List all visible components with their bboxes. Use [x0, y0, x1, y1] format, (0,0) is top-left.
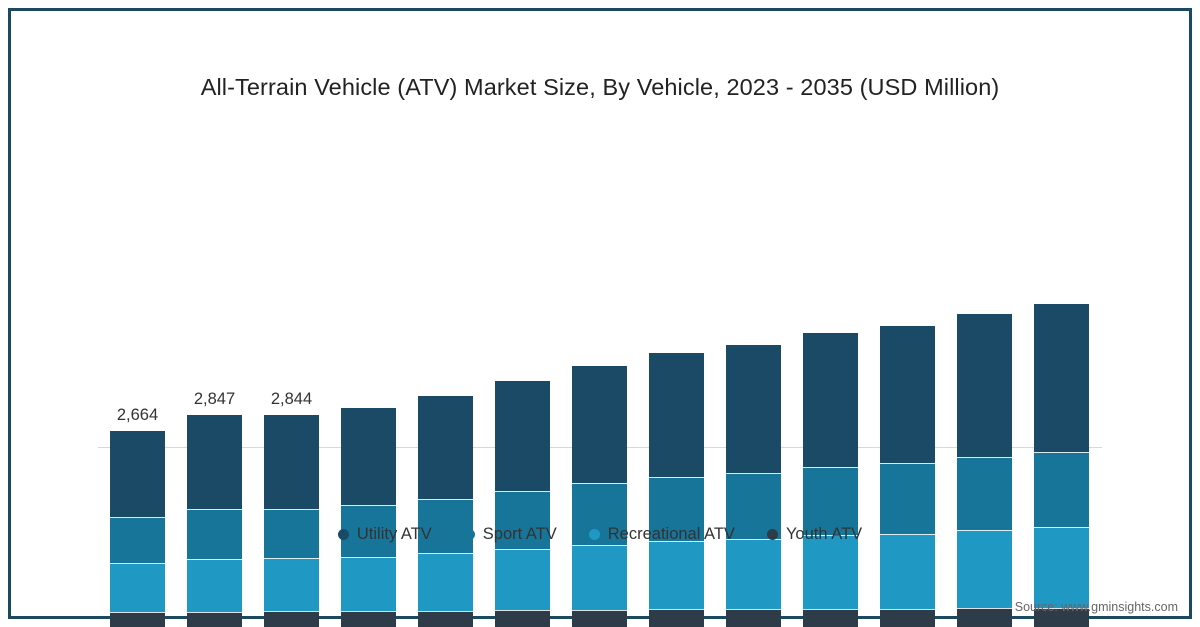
stacked-bar[interactable] — [803, 333, 858, 627]
bar-group[interactable]: 2035 — [1034, 180, 1089, 627]
legend-swatch-icon — [588, 529, 600, 540]
bar-segment-youth-atv[interactable] — [1034, 607, 1089, 627]
legend-item-utility-atv[interactable]: Utility ATV — [337, 525, 432, 544]
stacked-bar[interactable] — [1034, 304, 1089, 627]
bar-segment-recreational-atv[interactable] — [418, 553, 473, 611]
bar-segment-youth-atv[interactable] — [110, 612, 165, 627]
stacked-bar[interactable] — [341, 408, 396, 627]
bar-segment-youth-atv[interactable] — [264, 611, 319, 627]
legend-label: Sport ATV — [482, 525, 557, 543]
legend-item-sport-atv[interactable]: Sport ATV — [463, 525, 557, 544]
legend-item-youth-atv[interactable]: Youth ATV — [766, 525, 863, 544]
bar-segment-youth-atv[interactable] — [341, 611, 396, 627]
stacked-bar[interactable] — [187, 415, 242, 627]
bar-segment-utility-atv[interactable] — [264, 415, 319, 509]
bar-segment-recreational-atv[interactable] — [803, 535, 858, 609]
legend-swatch-icon — [337, 529, 349, 540]
bar-segment-recreational-atv[interactable] — [726, 538, 781, 610]
stacked-bar[interactable] — [572, 366, 627, 627]
bar-segment-recreational-atv[interactable] — [572, 544, 627, 610]
bar-segment-youth-atv[interactable] — [880, 608, 935, 627]
stacked-bar[interactable] — [418, 396, 473, 627]
bar-value-label: 2,847 — [193, 390, 236, 408]
bar-segment-sport-atv[interactable] — [418, 498, 473, 553]
bar-segment-youth-atv[interactable] — [726, 609, 781, 627]
bar-segment-recreational-atv[interactable] — [495, 548, 550, 611]
legend-label: Utility ATV — [356, 525, 432, 543]
bar-segment-utility-atv[interactable] — [803, 333, 858, 467]
bar-group[interactable]: 2033 — [880, 180, 935, 627]
bar-segment-youth-atv[interactable] — [803, 608, 858, 627]
bar-segment-sport-atv[interactable] — [187, 508, 242, 559]
bar-segment-youth-atv[interactable] — [957, 608, 1012, 627]
bar-segment-utility-atv[interactable] — [187, 415, 242, 509]
bar-group[interactable]: 2029 — [572, 180, 627, 627]
bar-group[interactable]: 2,6642023 — [110, 180, 165, 627]
bar-segment-sport-atv[interactable] — [649, 476, 704, 542]
bar-segment-recreational-atv[interactable] — [957, 530, 1012, 609]
bar-value-label: 2,844 — [270, 390, 313, 408]
legend-label: Recreational ATV — [607, 525, 735, 543]
bar-segment-recreational-atv[interactable] — [880, 533, 935, 609]
bar-segment-sport-atv[interactable] — [1034, 451, 1089, 528]
bar-segment-youth-atv[interactable] — [572, 609, 627, 627]
bar-segment-sport-atv[interactable] — [803, 466, 858, 536]
bar-segment-sport-atv[interactable] — [957, 456, 1012, 531]
legend-item-recreational-atv[interactable]: Recreational ATV — [588, 525, 735, 544]
bar-segment-utility-atv[interactable] — [957, 314, 1012, 457]
bar-segment-recreational-atv[interactable] — [1034, 527, 1089, 608]
bar-segment-sport-atv[interactable] — [110, 517, 165, 564]
bar-group[interactable]: 2028 — [495, 180, 550, 627]
bar-segment-sport-atv[interactable] — [880, 462, 935, 534]
bar-segment-sport-atv[interactable] — [341, 505, 396, 557]
bar-segment-utility-atv[interactable] — [649, 353, 704, 477]
chart-title: All-Terrain Vehicle (ATV) Market Size, B… — [200, 74, 1000, 100]
bar-segment-utility-atv[interactable] — [726, 345, 781, 473]
bar-value-label: 2,664 — [116, 406, 159, 424]
chart-legend: Utility ATV Sport ATV Recreational ATV Yout… — [0, 525, 1200, 544]
bar-segment-recreational-atv[interactable] — [264, 558, 319, 612]
bar-segment-youth-atv[interactable] — [418, 610, 473, 627]
legend-swatch-icon — [463, 529, 475, 540]
bar-segment-youth-atv[interactable] — [495, 610, 550, 627]
source-attribution: Source: www.gminsights.com — [1014, 600, 1178, 614]
bar-segment-utility-atv[interactable] — [341, 408, 396, 506]
stacked-bar[interactable] — [649, 353, 704, 627]
stacked-bar[interactable] — [264, 415, 319, 627]
bar-segment-utility-atv[interactable] — [495, 381, 550, 492]
bar-segment-utility-atv[interactable] — [880, 326, 935, 463]
legend-swatch-icon — [766, 529, 778, 540]
bar-segment-utility-atv[interactable] — [572, 366, 627, 484]
bar-segment-youth-atv[interactable] — [187, 611, 242, 627]
legend-label: Youth ATV — [785, 525, 863, 543]
bar-segment-sport-atv[interactable] — [726, 472, 781, 539]
stacked-bar[interactable] — [495, 381, 550, 627]
bar-group[interactable]: 2034 — [957, 180, 1012, 627]
bar-segment-utility-atv[interactable] — [1034, 304, 1089, 452]
bar-segment-youth-atv[interactable] — [649, 609, 704, 627]
stacked-bar[interactable] — [957, 314, 1012, 627]
bar-segment-recreational-atv[interactable] — [649, 541, 704, 610]
bar-group[interactable]: 2,8442025 — [264, 180, 319, 627]
bar-segment-recreational-atv[interactable] — [187, 558, 242, 612]
bar-group[interactable]: 2,8472024 — [187, 180, 242, 627]
bar-group[interactable]: 2032 — [803, 180, 858, 627]
stacked-bar[interactable] — [880, 326, 935, 627]
bar-segment-utility-atv[interactable] — [110, 431, 165, 518]
bar-group[interactable]: 2030 — [649, 180, 704, 627]
bar-segment-recreational-atv[interactable] — [110, 563, 165, 613]
bar-group[interactable]: 2031 — [726, 180, 781, 627]
bar-segment-recreational-atv[interactable] — [341, 556, 396, 612]
stacked-bar[interactable] — [110, 431, 165, 627]
bar-group[interactable]: 2027 — [418, 180, 473, 627]
stacked-bar[interactable] — [726, 345, 781, 627]
bar-group[interactable]: 2026 — [341, 180, 396, 627]
bar-segment-utility-atv[interactable] — [418, 396, 473, 499]
bar-segment-sport-atv[interactable] — [264, 508, 319, 559]
bar-segment-sport-atv[interactable] — [495, 491, 550, 549]
